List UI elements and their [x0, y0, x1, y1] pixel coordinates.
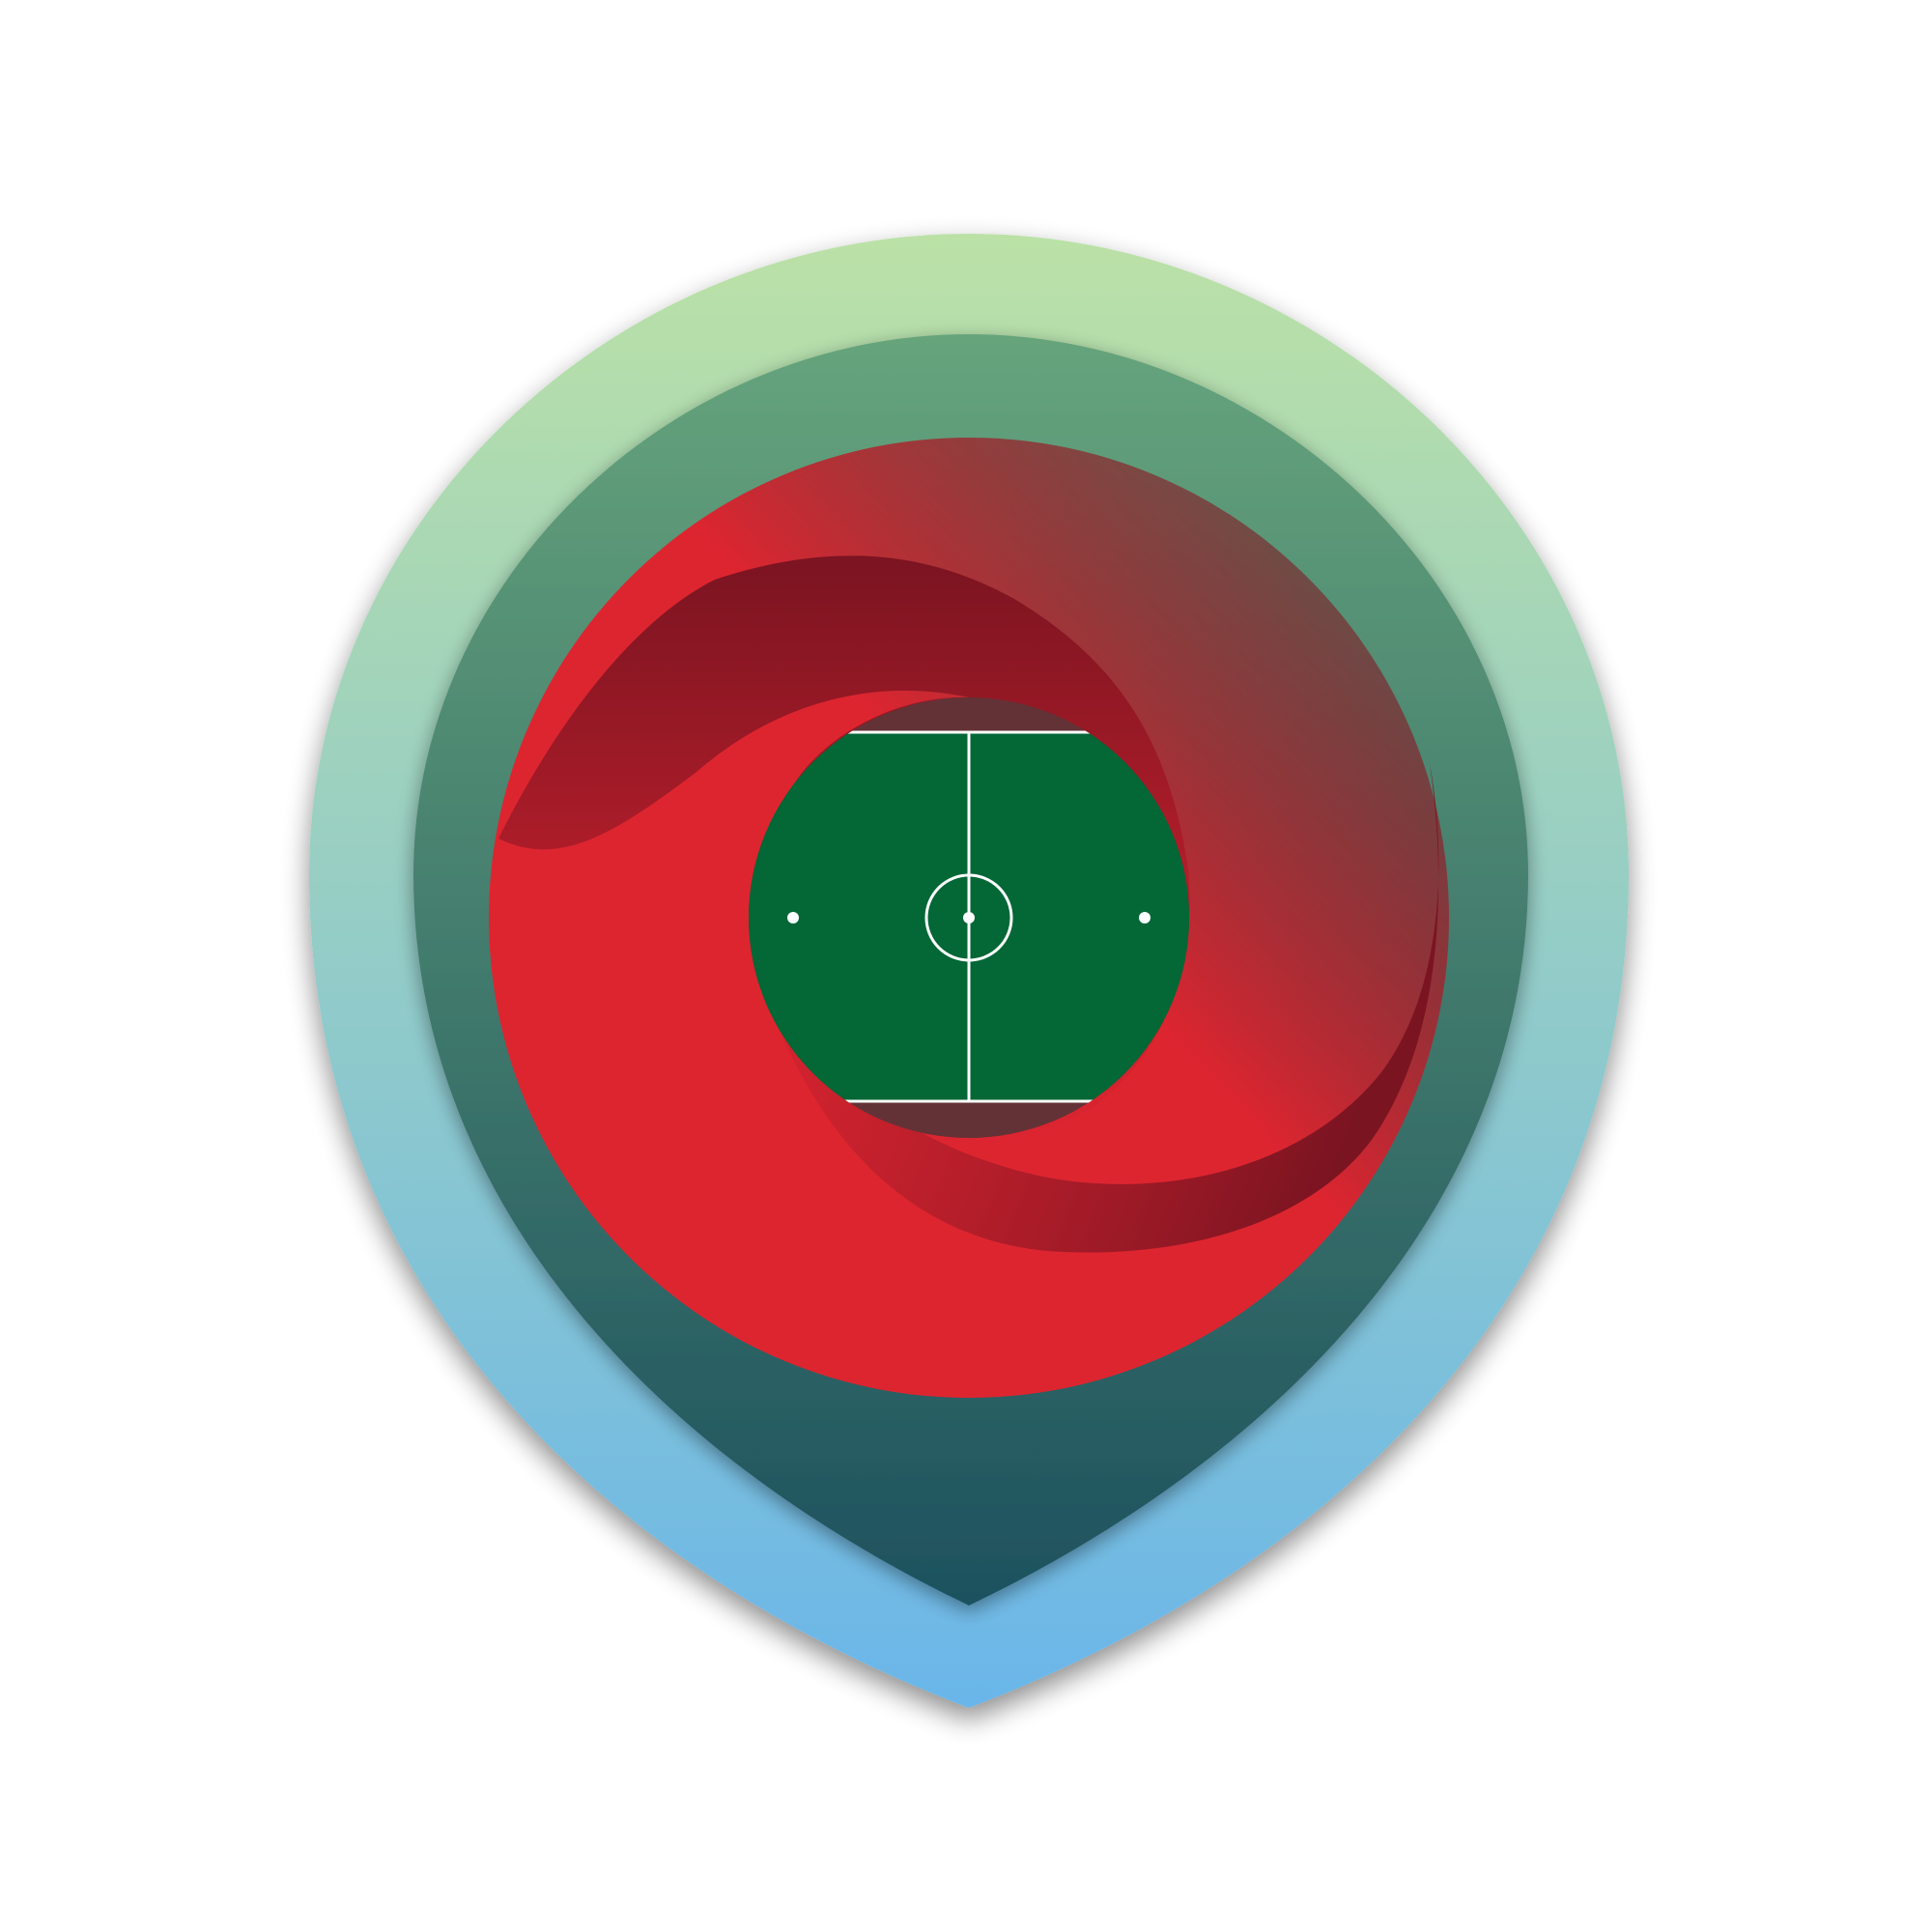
pitch-right-penalty-spot [1139, 912, 1151, 923]
pitch-center-circle [924, 873, 1013, 962]
pitch-left-penalty-spot [787, 912, 799, 923]
pitch-center-spot [963, 912, 975, 923]
